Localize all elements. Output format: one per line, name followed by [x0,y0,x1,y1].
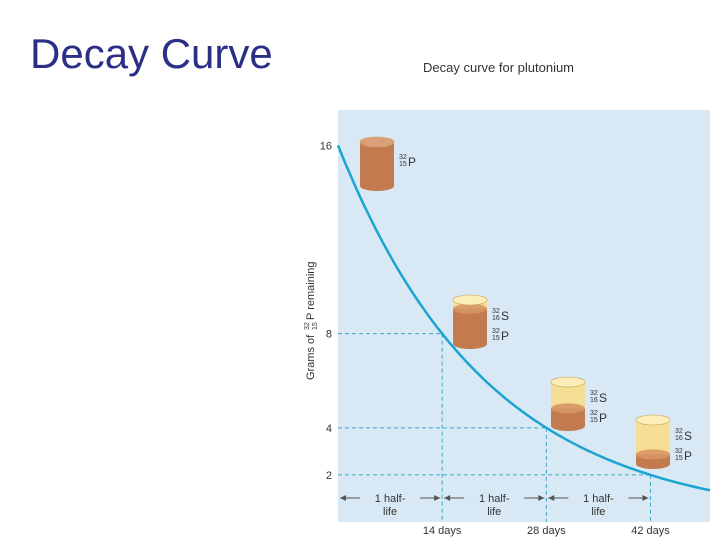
y-tick-label: 16 [320,140,332,152]
atomic-number: 16 [492,315,500,322]
x-axis-ticks: 14 days 28 days 42 days [423,525,670,537]
cylinder-bottom [453,339,487,349]
y-axis-label-group: Grams of 32 15P remaining [304,262,319,381]
half-life-label: 1 half- [583,493,614,505]
sulfur-portion [636,420,670,455]
y-tick-label: 8 [326,329,332,341]
y-label-text: Grams of [305,334,317,380]
y-label-mass-number: 32 [304,322,311,330]
half-life-label: life [383,506,397,518]
cylinder-divider [453,303,487,314]
phosphorus-portion [360,142,394,186]
y-axis-label: Grams of 32 15P remaining [304,262,319,381]
cylinder-top [550,376,586,388]
y-label-atomic-number: 15 [312,322,319,330]
y-label-text: P remaining [305,262,317,321]
arrowhead [434,495,441,501]
cylinder-top [359,136,395,148]
y-tick-label: 4 [326,423,332,435]
mass-number: 32 [590,390,598,397]
y-axis-ticks: 16 8 4 2 [320,140,332,482]
arrowhead [642,495,649,501]
arrowhead [340,495,346,501]
x-tick-label: 14 days [423,525,462,537]
element-symbol: P [408,155,416,169]
chart-title: Decay curve for plutonium [423,60,574,75]
half-life-label: 1 half- [375,493,406,505]
mass-number: 32 [675,428,683,435]
cylinder-top [452,294,488,306]
half-life-label: life [591,506,605,518]
arrowhead [444,495,451,501]
arrowhead [548,495,555,501]
cylinder-bottom [636,459,670,469]
element-symbol: S [684,429,692,443]
cylinder-divider [551,403,585,414]
phosphorus-portion [453,308,487,344]
atomic-number: 16 [590,397,598,404]
slide-title: Decay Curve [30,30,273,77]
atomic-number: 15 [399,161,407,168]
mass-number: 32 [590,410,598,417]
half-life-label: life [487,506,501,518]
atomic-number: 15 [590,417,598,424]
element-symbol: P [684,449,692,463]
atomic-number: 16 [675,435,683,442]
x-tick-label: 42 days [631,525,670,537]
element-symbol: S [599,391,607,405]
phosphorus-portion [551,408,585,426]
element-symbol: P [599,411,607,425]
arrowhead [538,495,545,501]
y-tick-label: 2 [326,470,332,482]
element-symbol: P [501,329,509,343]
mass-number: 32 [675,448,683,455]
element-symbol: S [501,309,509,323]
x-tick-label: 28 days [527,525,566,537]
mass-number: 32 [399,154,407,161]
decay-curve [336,144,711,492]
mass-number: 32 [492,308,500,315]
half-life-label: 1 half- [479,493,510,505]
cylinder-bottom [360,181,394,191]
cylinder-top [635,414,671,426]
guide-lines [338,333,651,522]
mass-number: 32 [492,328,500,335]
atomic-number: 15 [492,335,500,342]
cylinder-divider [636,449,670,460]
cylinder-bottom [551,421,585,431]
atomic-number: 15 [675,455,683,462]
